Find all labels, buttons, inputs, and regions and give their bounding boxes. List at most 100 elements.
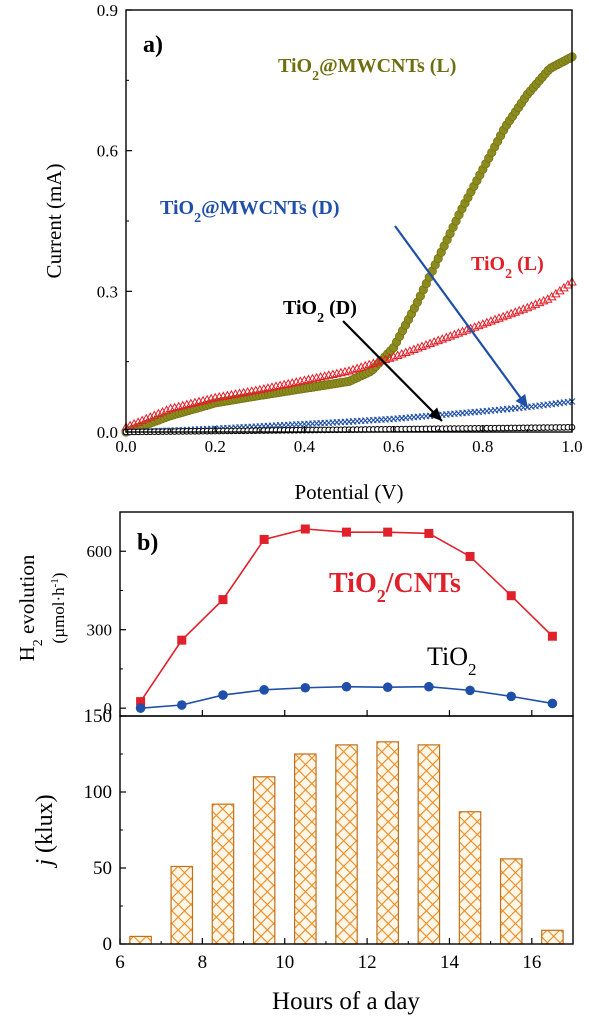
point-red (469, 322, 480, 331)
point-red (453, 328, 464, 337)
point-red (384, 353, 395, 362)
point-red (417, 341, 427, 351)
a-xtick-label: 0.2 (205, 437, 226, 456)
c-xtick-label: 16 (522, 952, 541, 973)
point-red (125, 420, 135, 430)
c-xtick-label: 10 (275, 952, 294, 973)
b-point-red (424, 528, 434, 538)
point-red (498, 311, 508, 321)
panel-b-chart: 0 300 600 b) H2 evolution (µmol·h-1) TiO2/… (15, 511, 574, 718)
point-red (534, 297, 545, 307)
point-red (522, 302, 533, 312)
b-point-red (465, 551, 475, 561)
point-red (546, 291, 557, 301)
b-point-blue (218, 690, 228, 700)
b-point-red (383, 527, 393, 537)
bar (252, 776, 276, 945)
point-red (563, 279, 573, 289)
point-red (486, 316, 496, 325)
point-red (409, 344, 419, 354)
bar (211, 803, 235, 945)
bar (335, 744, 358, 945)
point-red (133, 417, 144, 426)
b-point-blue (135, 703, 146, 713)
b-line-red (139, 528, 553, 703)
point-red (559, 282, 569, 292)
label-tio2-mwcnts-l: TiO2@MWCNTs (L) (278, 55, 456, 84)
point-red (530, 299, 541, 308)
panel-a-series (121, 52, 577, 437)
b-point-blue (424, 681, 434, 692)
point-red (481, 317, 492, 327)
panel-c-ylabel: j (klux) (32, 794, 58, 868)
c-xtick-label: 6 (115, 952, 125, 973)
c-xtick-label: 8 (198, 952, 208, 973)
b-series-blue (135, 681, 558, 713)
arrow-black-head (428, 407, 442, 421)
point-red (494, 313, 504, 322)
point-red (153, 408, 164, 418)
b-point-blue (300, 682, 311, 693)
b-point-red (177, 635, 187, 645)
panel-b-tag: b) (137, 530, 158, 556)
point-red (526, 301, 537, 310)
point-red (372, 357, 383, 366)
panel-b-ylabel-line2: (µmol·h-1) (49, 573, 68, 644)
label-tio2-mwcnts-d: TiO2@MWCNTs (D) (160, 197, 340, 226)
point-red (514, 305, 525, 315)
panel-a-xlabel: Potential (V) (294, 480, 403, 504)
b-point-red (300, 524, 310, 534)
point-red (490, 314, 500, 324)
b-point-blue (465, 685, 475, 696)
b-point-blue (341, 681, 352, 692)
bar (129, 935, 152, 945)
point-red (445, 331, 456, 340)
a-ytick-label: 0.6 (97, 142, 118, 161)
b-point-red (506, 591, 516, 601)
point-red (356, 362, 367, 371)
b-point-red (342, 527, 351, 537)
point-red (348, 364, 358, 374)
c-xtick-label: 14 (440, 952, 460, 973)
c-ytick-label: 150 (84, 706, 113, 727)
panel-a-tag: a) (143, 32, 163, 58)
point-red (425, 338, 435, 348)
point-red (388, 351, 399, 361)
b-point-red (218, 595, 228, 605)
c-ytick-label: 100 (84, 782, 113, 803)
point-red (538, 295, 549, 305)
bar (376, 741, 399, 945)
label-tio2: TiO2 (427, 642, 476, 679)
point-red (421, 340, 431, 349)
point-red (429, 337, 440, 346)
bar (417, 744, 441, 945)
arrow-blue-head (515, 393, 528, 408)
bar (458, 811, 482, 945)
b-point-blue (506, 691, 517, 702)
bar (294, 753, 317, 945)
panel-a-arrows (342, 225, 529, 422)
point-red (461, 325, 472, 334)
b-point-red (259, 534, 269, 544)
label-tio2-d: TiO2 (D) (283, 297, 357, 326)
b-point-red (547, 631, 557, 641)
point-red (510, 307, 521, 316)
point-red (413, 343, 423, 352)
panel-a-ticks: 0.0 0.2 0.4 0.6 0.8 1.0 0.0 0.3 0.6 0.9 (97, 1, 583, 456)
panel-b-series (135, 524, 558, 713)
panel-b-ylabel-line1: H2 evolution (15, 554, 46, 661)
point-red (518, 304, 529, 313)
b-series-red (136, 524, 557, 707)
panel-a-ylabel: Current (mA) (42, 164, 66, 279)
bar (170, 865, 194, 945)
point-red (542, 294, 553, 303)
panel-c-xlabel: Hours of a day (272, 988, 420, 1015)
point-red (352, 363, 362, 372)
a-ytick-label: 0.3 (97, 282, 118, 301)
point-red (477, 319, 488, 328)
point-red (145, 412, 156, 421)
point-red (141, 413, 152, 423)
b-point-blue (259, 685, 269, 695)
point-red (392, 350, 403, 359)
